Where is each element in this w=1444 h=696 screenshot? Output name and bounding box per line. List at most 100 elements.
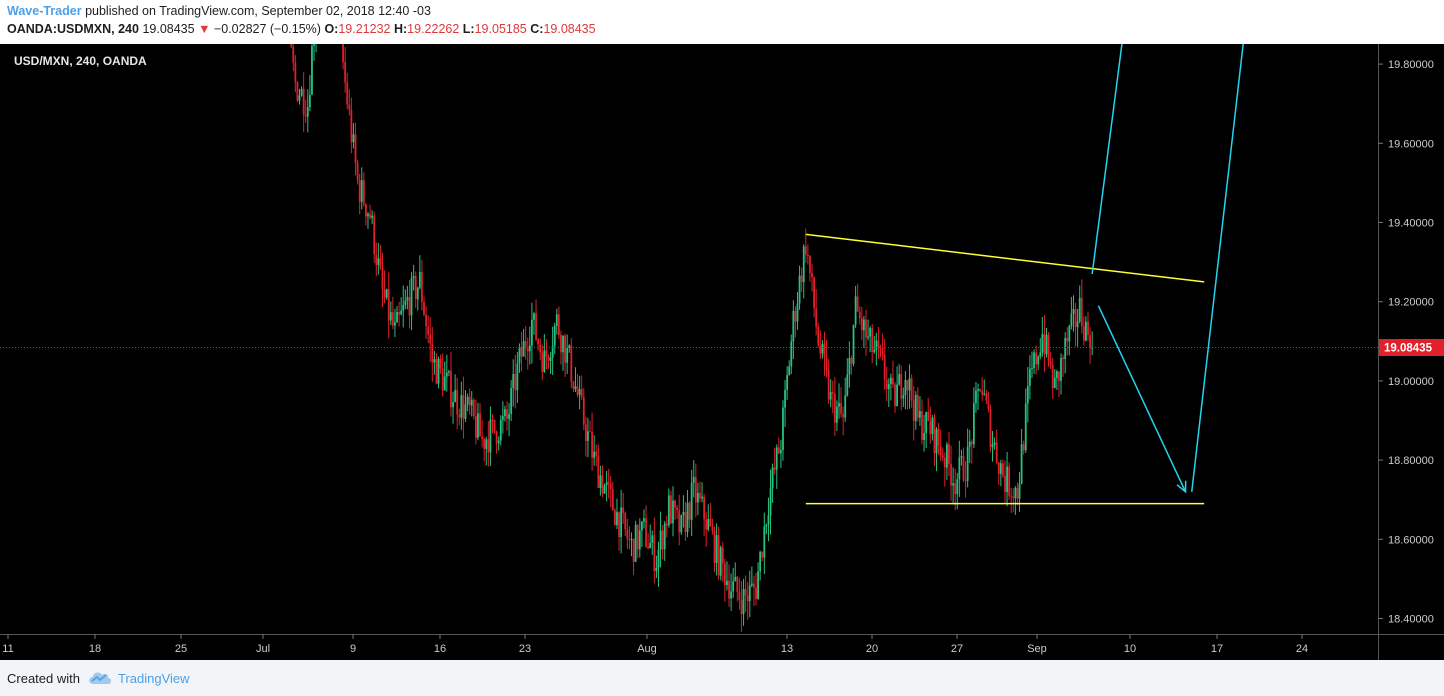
candle-body: [844, 395, 847, 418]
tradingview-link[interactable]: TradingView: [118, 671, 190, 686]
candle-body: [344, 61, 347, 83]
candle-body: [578, 389, 581, 395]
candle-body: [375, 254, 378, 265]
candle-body: [678, 510, 681, 533]
time-tick-label: 9: [350, 643, 356, 655]
candle-body: [686, 502, 689, 532]
candle-body: [506, 409, 508, 419]
candle-body: [643, 518, 645, 522]
candle-body: [383, 289, 386, 298]
candle-body: [782, 407, 784, 450]
candle-body: [902, 395, 905, 399]
candle-body: [632, 539, 635, 562]
header: Wave-Trader published on TradingView.com…: [0, 0, 1444, 44]
candle-body: [780, 449, 782, 454]
candle-body: [804, 246, 807, 255]
candle-body: [574, 386, 577, 389]
candle-body: [964, 480, 967, 482]
candle-body: [790, 341, 793, 367]
candle-body: [408, 297, 411, 316]
candle-body: [362, 180, 365, 205]
candle-body: [889, 377, 892, 385]
projection-arrow: [1191, 44, 1244, 492]
candle-body: [356, 162, 359, 181]
price-tag: [1379, 338, 1444, 356]
candle-body: [300, 88, 303, 96]
candle-body: [1062, 357, 1064, 360]
arrow-head: [1176, 480, 1187, 494]
candle-body: [553, 325, 556, 346]
tradingview-cloud-icon[interactable]: [87, 668, 113, 686]
candle-body: [923, 433, 925, 440]
close-value: 19.08435: [543, 22, 596, 36]
annotations-layer: [805, 44, 1244, 505]
time-tick-label: 18: [89, 643, 101, 655]
candle-body: [313, 44, 315, 46]
candle-body: [856, 296, 859, 312]
candle-body: [292, 46, 295, 63]
candle-body: [510, 388, 513, 414]
candle-body: [680, 515, 683, 533]
candle-body: [852, 324, 855, 364]
time-tick-label: 16: [434, 643, 446, 655]
candle-body: [587, 431, 589, 441]
candle-body: [466, 396, 469, 405]
candle-body: [406, 297, 409, 301]
candle-body: [427, 326, 430, 335]
candle-body: [539, 344, 542, 353]
candle-body: [1058, 371, 1060, 381]
candle-body: [1020, 444, 1023, 484]
publish-line: Wave-Trader published on TradingView.com…: [7, 4, 431, 18]
chart-area[interactable]: 21.2000021.0000020.8000020.6000020.40000…: [0, 44, 1444, 660]
candle-body: [537, 339, 540, 345]
candle-body: [1018, 483, 1021, 499]
candle-body: [948, 444, 950, 464]
candle-body: [1043, 334, 1046, 355]
candle-body: [508, 413, 510, 419]
candle-body: [423, 302, 425, 315]
price-chart[interactable]: 21.2000021.0000020.8000020.6000020.40000…: [0, 44, 1444, 660]
candle-body: [531, 319, 533, 346]
candle-body: [667, 495, 670, 526]
candle-body: [595, 451, 598, 456]
candle-body: [738, 591, 741, 600]
price-tick-label: 19.40000: [1388, 218, 1434, 230]
candle-body: [916, 394, 919, 418]
ohlc-line: OANDA:USDMXN, 240 19.08435 ▼ −0.02827 (−…: [7, 22, 596, 36]
candle-body: [429, 334, 432, 344]
candle-body: [460, 395, 463, 418]
candle-body: [404, 300, 407, 305]
candle-body: [450, 371, 452, 408]
candle-body: [1022, 444, 1025, 451]
candle-body: [524, 341, 527, 349]
candle-body: [1045, 334, 1048, 355]
time-tick-label: Sep: [1027, 643, 1047, 655]
candle-body: [763, 526, 766, 558]
candle-body: [394, 322, 396, 326]
candle-body: [479, 413, 481, 437]
candle-body: [854, 296, 857, 325]
candle-body: [618, 512, 620, 538]
candle-body: [504, 409, 506, 417]
candle-body: [1055, 371, 1058, 378]
candle-body: [294, 62, 297, 83]
candle-body: [894, 384, 896, 407]
candle-body: [302, 88, 305, 115]
candle-body: [977, 388, 979, 391]
time-tick-label: Aug: [637, 643, 657, 655]
candle-body: [400, 310, 403, 315]
author-link[interactable]: Wave-Trader: [7, 4, 82, 18]
footer: Created with TradingView: [0, 660, 1444, 696]
candle-body: [873, 349, 876, 352]
candle-body: [638, 530, 641, 550]
candle-body: [999, 463, 1002, 474]
candle-body: [1035, 352, 1038, 365]
candle-body: [802, 246, 805, 283]
candle-body: [659, 530, 662, 550]
time-tick-label: 17: [1211, 643, 1223, 655]
candle-body: [564, 335, 566, 363]
candle-body: [562, 335, 564, 353]
candle-body: [514, 373, 517, 391]
candle-body: [871, 328, 874, 352]
price-tick-label: 19.80000: [1388, 59, 1434, 71]
